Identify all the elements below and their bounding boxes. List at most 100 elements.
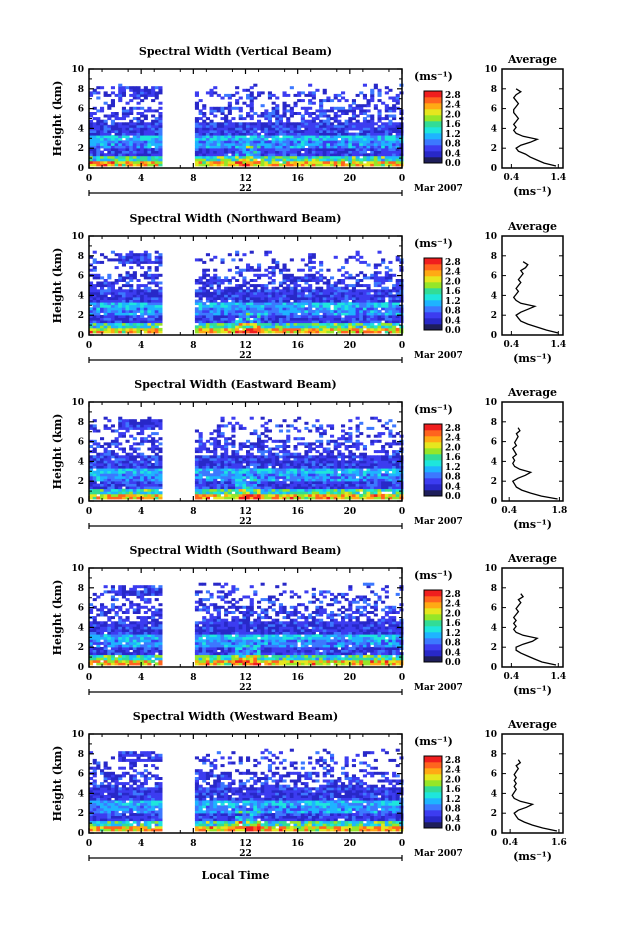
heatmap-cell: [140, 468, 145, 472]
heatmap-cell: [264, 429, 269, 433]
heatmap-cell: [264, 273, 269, 277]
heatmap-cell: [136, 302, 141, 306]
heatmap-cell: [315, 302, 320, 306]
heatmap-cell: [260, 473, 265, 477]
heatmap-cell: [384, 325, 389, 329]
heatmap-cell: [257, 93, 262, 97]
heatmap-cell: [129, 426, 134, 430]
heatmap-cell: [289, 317, 294, 321]
heatmap-cell: [286, 279, 291, 282]
heatmap-cell: [257, 145, 262, 149]
heatmap-cell: [114, 437, 119, 441]
heatmap-cell: [319, 473, 324, 477]
heatmap-cell: [121, 320, 126, 324]
heatmap-cell: [147, 276, 152, 280]
heatmap-cell: [267, 330, 272, 334]
heatmap-cell: [249, 491, 254, 495]
heatmap-cell: [246, 297, 251, 300]
heatmap-cell: [136, 478, 141, 482]
heatmap-cell: [151, 124, 156, 128]
heatmap-cell: [132, 88, 137, 92]
heatmap-cell: [132, 255, 137, 259]
heatmap-cell: [143, 117, 148, 121]
heatmap-cell: [202, 473, 207, 477]
heatmap-cell: [100, 481, 105, 484]
heatmap-cell: [213, 457, 218, 461]
heatmap-cell: [125, 481, 130, 484]
heatmap-cell: [96, 445, 101, 448]
heatmap-cell: [257, 150, 262, 154]
colorbar-swatch: [424, 127, 442, 134]
heatmap-cell: [151, 160, 156, 164]
heatmap-cell: [275, 163, 280, 167]
heatmap-cell: [89, 263, 94, 267]
heatmap-cell: [315, 127, 320, 131]
heatmap-cell: [308, 148, 313, 151]
heatmap-cell: [275, 135, 280, 139]
heatmap-cell: [151, 320, 156, 324]
heatmap-cell: [326, 486, 331, 490]
heatmap-cell: [103, 135, 108, 139]
heatmap-cell: [315, 470, 320, 474]
heatmap-cell: [249, 330, 254, 334]
profile-y-tick-label: 6: [491, 272, 497, 282]
heatmap-cell: [235, 279, 240, 282]
heatmap-cell: [92, 127, 97, 131]
heatmap-cell: [154, 312, 159, 316]
heatmap-cell: [132, 419, 137, 423]
heatmap-cell: [96, 452, 101, 456]
profile-y-tick-label: 10: [484, 232, 497, 242]
heatmap-cell: [286, 130, 291, 133]
heatmap-cell: [348, 284, 353, 288]
heatmap-cell: [110, 439, 115, 443]
heatmap-cell: [297, 122, 302, 126]
heatmap-cell: [202, 304, 207, 308]
heatmap-cell: [125, 475, 130, 479]
heatmap-cell: [384, 122, 389, 126]
heatmap-cell: [129, 253, 134, 257]
heatmap-cell: [125, 122, 130, 126]
y-tick-label: 6: [78, 105, 84, 115]
heatmap-cell: [100, 320, 105, 324]
heatmap-cell: [304, 119, 309, 123]
heatmap-cell: [96, 475, 101, 479]
heatmap-cell: [304, 330, 309, 334]
heatmap-cell: [267, 447, 272, 451]
heatmap-cell: [238, 424, 243, 428]
heatmap-cell: [377, 135, 382, 139]
heatmap-cell: [242, 117, 247, 121]
heatmap-cell: [322, 163, 327, 167]
heatmap-cell: [132, 86, 137, 90]
heatmap-cell: [89, 153, 94, 157]
heatmap-cell: [125, 137, 130, 141]
heatmap-cell: [89, 426, 94, 430]
heatmap-cell: [121, 153, 126, 157]
heatmap-cell: [96, 96, 101, 100]
heatmap-cell: [246, 289, 251, 293]
heatmap-cell: [154, 481, 159, 484]
heatmap-cell: [92, 273, 97, 277]
heatmap-cell: [253, 142, 258, 146]
heatmap-cell: [231, 145, 236, 149]
heatmap-cell: [381, 132, 386, 136]
heatmap-cell: [205, 279, 210, 282]
heatmap-cell: [326, 496, 331, 500]
heatmap-cell: [194, 455, 199, 459]
heatmap-cell: [198, 158, 203, 162]
heatmap-cell: [388, 325, 393, 329]
heatmap-cell: [194, 327, 199, 331]
heatmap-cell: [114, 488, 119, 492]
heatmap-cell: [224, 291, 229, 295]
heatmap-cell: [198, 455, 203, 459]
heatmap-cell: [143, 309, 148, 313]
heatmap-cell: [246, 132, 251, 136]
heatmap-cell: [100, 130, 105, 133]
heatmap-cell: [107, 468, 112, 472]
heatmap-cell: [282, 450, 287, 454]
heatmap-cell: [227, 268, 232, 272]
heatmap-cell: [121, 325, 126, 329]
heatmap-cell: [110, 258, 115, 262]
heatmap-cell: [202, 491, 207, 495]
heatmap-cell: [289, 294, 294, 298]
heatmap-cell: [143, 96, 148, 100]
